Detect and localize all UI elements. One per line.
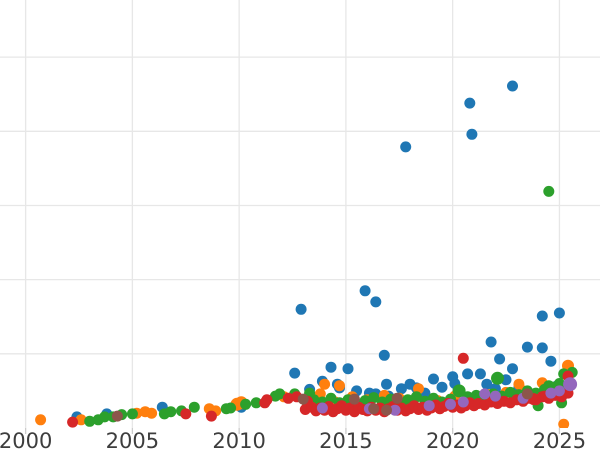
data-point [261, 394, 273, 406]
data-point [389, 404, 401, 416]
data-point [485, 336, 497, 348]
data-point [282, 392, 294, 404]
data-point [466, 128, 478, 140]
data-point [452, 384, 466, 398]
data-point [84, 415, 96, 427]
x-tick-label: 2020 [426, 429, 479, 450]
data-point [126, 408, 138, 420]
data-point [111, 410, 123, 422]
x-tick-label: 2015 [319, 429, 372, 450]
data-point [250, 397, 262, 409]
data-point [395, 383, 407, 395]
x-tick-label: 2000 [0, 429, 52, 450]
data-point [342, 363, 354, 375]
data-point [410, 391, 422, 403]
data-point [359, 285, 371, 297]
data-point [391, 392, 403, 404]
data-point [180, 408, 192, 420]
data-point [494, 353, 506, 365]
data-point [553, 385, 565, 397]
points-layer [35, 80, 578, 428]
data-point [368, 392, 380, 404]
data-point [504, 386, 516, 398]
data-point [481, 378, 493, 390]
data-point [325, 361, 337, 373]
data-point [274, 388, 286, 400]
data-point [507, 363, 518, 375]
data-point [240, 398, 252, 410]
data-point [428, 373, 439, 385]
data-point [316, 402, 328, 414]
data-point [521, 341, 533, 353]
data-point [205, 410, 217, 422]
x-tick-label: 2005 [106, 429, 159, 450]
data-point [457, 352, 469, 364]
data-point [423, 400, 435, 412]
data-point [289, 367, 301, 379]
data-point [225, 402, 237, 414]
data-point [334, 380, 345, 392]
data-point [474, 368, 486, 380]
data-point [368, 403, 380, 415]
data-point [464, 97, 476, 109]
data-point [543, 185, 555, 197]
data-point [146, 407, 158, 419]
data-point [67, 416, 79, 428]
x-tick-label: 2010 [212, 429, 265, 450]
data-point [536, 342, 548, 354]
data-point [295, 303, 307, 315]
data-point [558, 418, 570, 428]
data-point [436, 381, 448, 393]
data-point [489, 390, 501, 402]
data-point [188, 401, 200, 413]
data-point [378, 349, 390, 361]
series-brown [111, 388, 533, 422]
data-point [348, 393, 360, 405]
data-point [400, 141, 412, 153]
data-point [370, 296, 382, 308]
data-point [319, 378, 331, 390]
data-point [563, 377, 578, 392]
data-point [99, 411, 111, 423]
data-point [462, 368, 474, 380]
data-point [457, 396, 469, 408]
data-point [381, 378, 392, 390]
data-point [491, 371, 504, 385]
data-point [165, 406, 177, 418]
data-point [445, 398, 456, 410]
data-point [521, 388, 533, 400]
data-point [536, 310, 548, 322]
data-point [479, 388, 491, 400]
x-tick-label: 2025 [533, 429, 586, 450]
data-point [553, 307, 565, 319]
series-purple [316, 377, 578, 416]
data-point [297, 393, 309, 405]
data-point [381, 404, 392, 416]
data-point [75, 414, 87, 426]
data-point [35, 414, 47, 426]
data-point [545, 355, 557, 367]
data-point [545, 387, 557, 399]
data-point [507, 80, 518, 92]
